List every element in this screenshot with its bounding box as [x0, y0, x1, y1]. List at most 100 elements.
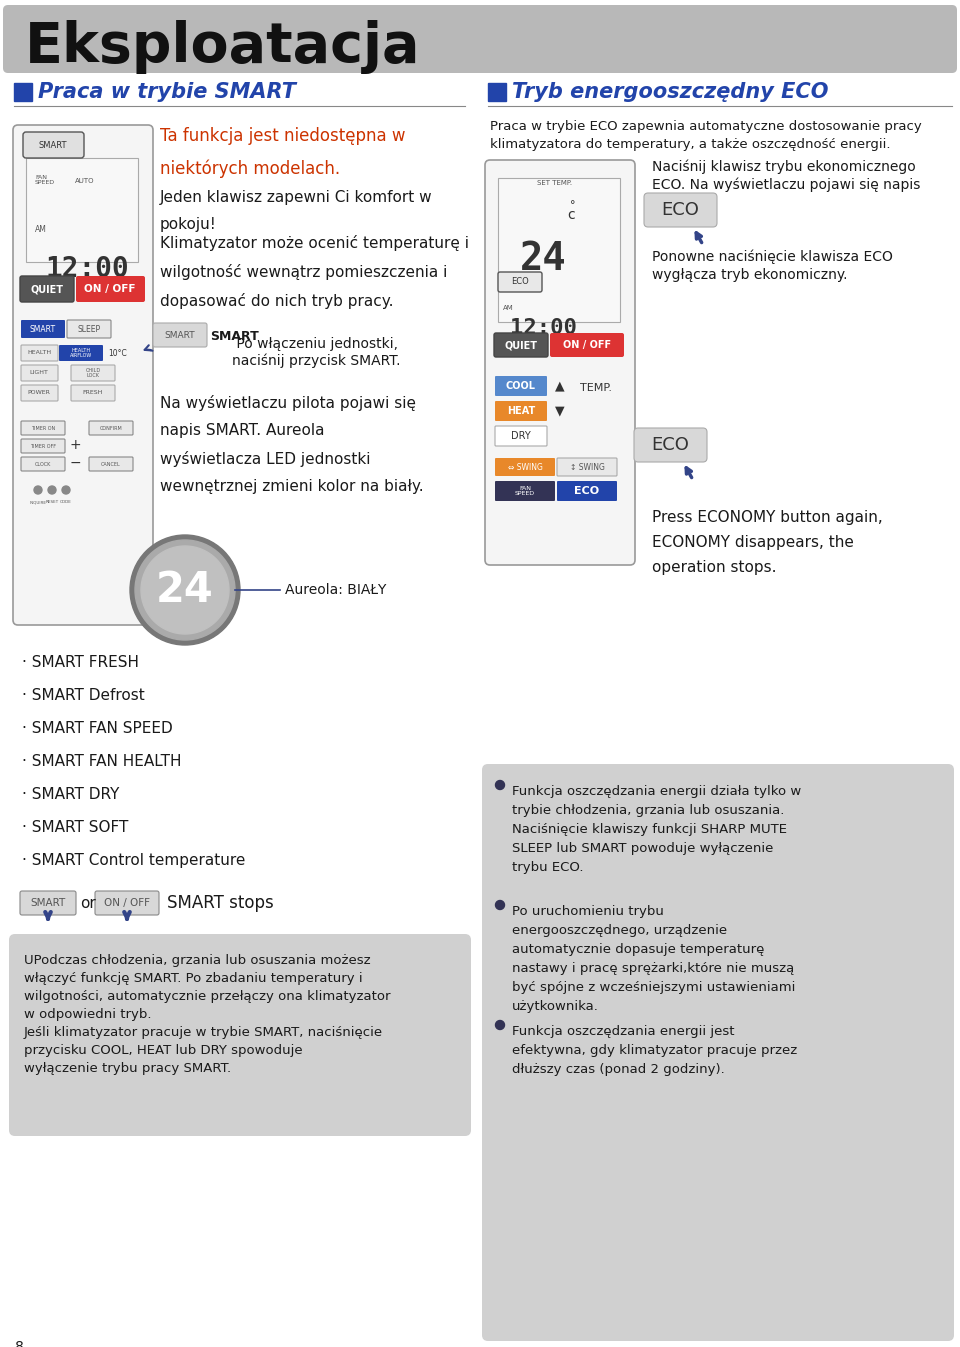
Text: · SMART DRY: · SMART DRY — [22, 787, 119, 801]
Text: Tryb energooszczędny ECO: Tryb energooszczędny ECO — [512, 82, 828, 102]
Text: ECO: ECO — [661, 201, 699, 220]
Text: SLEEP lub SMART powoduje wyłączenie: SLEEP lub SMART powoduje wyłączenie — [512, 842, 774, 855]
FancyBboxPatch shape — [89, 457, 133, 471]
Text: nastawy i pracę sprężarki,które nie muszą: nastawy i pracę sprężarki,które nie musz… — [512, 962, 794, 975]
Text: Naciśnięcie klawiszy funkcji SHARP MUTE: Naciśnięcie klawiszy funkcji SHARP MUTE — [512, 823, 787, 836]
Text: trybu ECO.: trybu ECO. — [512, 861, 584, 874]
Circle shape — [130, 535, 240, 645]
Text: °: ° — [570, 199, 575, 210]
Text: Aureola: BIAŁY: Aureola: BIAŁY — [285, 583, 386, 597]
Text: TIMER OFF: TIMER OFF — [30, 443, 56, 449]
FancyBboxPatch shape — [634, 428, 707, 462]
Text: efektywna, gdy klimatyzator pracuje przez: efektywna, gdy klimatyzator pracuje prze… — [512, 1044, 797, 1057]
Text: ECO: ECO — [511, 277, 529, 287]
FancyBboxPatch shape — [20, 890, 76, 915]
Text: QUIET: QUIET — [505, 339, 538, 350]
Text: or: or — [80, 896, 96, 911]
Text: HEALTH
AIRFLOW: HEALTH AIRFLOW — [70, 348, 92, 358]
Text: przycisku COOL, HEAT lub DRY spowoduje: przycisku COOL, HEAT lub DRY spowoduje — [24, 1044, 302, 1057]
Text: Po uruchomieniu trybu: Po uruchomieniu trybu — [512, 905, 664, 919]
FancyBboxPatch shape — [71, 385, 115, 401]
Circle shape — [495, 1021, 505, 1029]
FancyBboxPatch shape — [3, 5, 957, 73]
Text: 12:00: 12:00 — [510, 318, 577, 338]
FancyBboxPatch shape — [21, 422, 65, 435]
FancyBboxPatch shape — [9, 933, 471, 1136]
FancyBboxPatch shape — [95, 890, 159, 915]
Text: Ponowne naciśnięcie klawisza ECO: Ponowne naciśnięcie klawisza ECO — [652, 251, 893, 264]
Text: trybie chłodzenia, grzania lub osuszania.: trybie chłodzenia, grzania lub osuszania… — [512, 804, 784, 818]
FancyBboxPatch shape — [21, 365, 58, 381]
Text: CLOCK: CLOCK — [35, 462, 51, 466]
Circle shape — [62, 486, 70, 494]
FancyBboxPatch shape — [89, 422, 133, 435]
Text: AUTO: AUTO — [75, 178, 94, 185]
Text: być spójne z wcześniejszymi ustawieniami: być spójne z wcześniejszymi ustawieniami — [512, 981, 796, 994]
Text: DRY: DRY — [511, 431, 531, 440]
Text: ECO. Na wyświetlaczu pojawi się napis: ECO. Na wyświetlaczu pojawi się napis — [652, 178, 921, 193]
Text: Naciśnij klawisz trybu ekonomicznego: Naciśnij klawisz trybu ekonomicznego — [652, 160, 916, 175]
Text: SMART: SMART — [210, 330, 259, 342]
Text: Jeśli klimatyzator pracuje w trybie SMART, naciśnięcie: Jeśli klimatyzator pracuje w trybie SMAR… — [24, 1026, 383, 1039]
Text: FRESH: FRESH — [83, 391, 103, 396]
Text: · SMART SOFT: · SMART SOFT — [22, 820, 129, 835]
FancyBboxPatch shape — [495, 481, 555, 501]
Text: · SMART Control temperature: · SMART Control temperature — [22, 853, 246, 867]
Bar — [488, 84, 506, 101]
Text: włączyć funkcję SMART. Po zbadaniu temperatury i: włączyć funkcję SMART. Po zbadaniu tempe… — [24, 973, 363, 985]
Text: dłuższy czas (ponad 2 godziny).: dłuższy czas (ponad 2 godziny). — [512, 1063, 725, 1076]
Text: LIGHT: LIGHT — [30, 370, 48, 376]
FancyBboxPatch shape — [59, 345, 103, 361]
Text: CODE: CODE — [60, 500, 72, 504]
Text: SMART stops: SMART stops — [167, 894, 274, 912]
FancyBboxPatch shape — [495, 376, 547, 396]
Circle shape — [48, 486, 56, 494]
FancyBboxPatch shape — [20, 276, 74, 302]
FancyBboxPatch shape — [21, 457, 65, 471]
FancyBboxPatch shape — [498, 178, 620, 322]
Text: · SMART FAN SPEED: · SMART FAN SPEED — [22, 721, 173, 735]
Text: 12:00: 12:00 — [45, 255, 129, 283]
FancyBboxPatch shape — [644, 193, 717, 228]
Text: SET TEMP.: SET TEMP. — [538, 180, 572, 186]
Text: Klimatyzator może ocenić temperaturę i
wilgotność wewnątrz pomieszczenia i
dopas: Klimatyzator może ocenić temperaturę i w… — [160, 234, 469, 308]
FancyBboxPatch shape — [494, 333, 548, 357]
Text: c: c — [567, 207, 575, 222]
FancyBboxPatch shape — [76, 276, 145, 302]
Text: HEALTH: HEALTH — [27, 350, 51, 356]
Text: ON / OFF: ON / OFF — [84, 284, 135, 294]
Text: · SMART FAN HEALTH: · SMART FAN HEALTH — [22, 754, 181, 769]
Text: ↕ SWING: ↕ SWING — [569, 462, 605, 471]
Text: TEMP.: TEMP. — [580, 383, 612, 393]
Text: operation stops.: operation stops. — [652, 560, 777, 575]
FancyBboxPatch shape — [498, 272, 542, 292]
Text: Po włączeniu jednostki,
naciśnij przycisk SMART.: Po włączeniu jednostki, naciśnij przycis… — [232, 337, 400, 368]
Circle shape — [34, 486, 42, 494]
Text: ON / OFF: ON / OFF — [104, 898, 150, 908]
Text: UPodczas chłodzenia, grzania lub osuszania możesz: UPodczas chłodzenia, grzania lub osuszan… — [24, 954, 371, 967]
Text: SMART: SMART — [31, 898, 65, 908]
FancyBboxPatch shape — [21, 345, 58, 361]
Text: ECO: ECO — [574, 486, 600, 496]
Text: ⇔ SWING: ⇔ SWING — [508, 462, 542, 471]
FancyBboxPatch shape — [550, 333, 624, 357]
Text: Jeden klawisz zapewni Ci komfort w
pokoju!: Jeden klawisz zapewni Ci komfort w pokoj… — [160, 190, 433, 232]
Text: +: + — [69, 438, 81, 453]
Text: AM: AM — [35, 225, 47, 234]
FancyBboxPatch shape — [495, 401, 547, 422]
Text: POWER: POWER — [28, 391, 51, 396]
FancyBboxPatch shape — [153, 323, 207, 348]
FancyBboxPatch shape — [26, 158, 138, 263]
Text: FAN
SPEED: FAN SPEED — [515, 486, 535, 497]
Text: CHILD
LOCK: CHILD LOCK — [85, 368, 101, 379]
FancyBboxPatch shape — [495, 458, 555, 475]
Text: INQUIRE: INQUIRE — [30, 500, 46, 504]
Text: ECO.: ECO. — [652, 197, 685, 210]
Text: wyłączenie trybu pracy SMART.: wyłączenie trybu pracy SMART. — [24, 1061, 231, 1075]
Text: HEAT: HEAT — [507, 405, 535, 416]
Circle shape — [495, 901, 505, 909]
Text: SMART: SMART — [38, 140, 67, 150]
Text: · SMART Defrost: · SMART Defrost — [22, 688, 145, 703]
Text: Press ECONOMY button again,: Press ECONOMY button again, — [652, 511, 883, 525]
Circle shape — [141, 546, 229, 634]
